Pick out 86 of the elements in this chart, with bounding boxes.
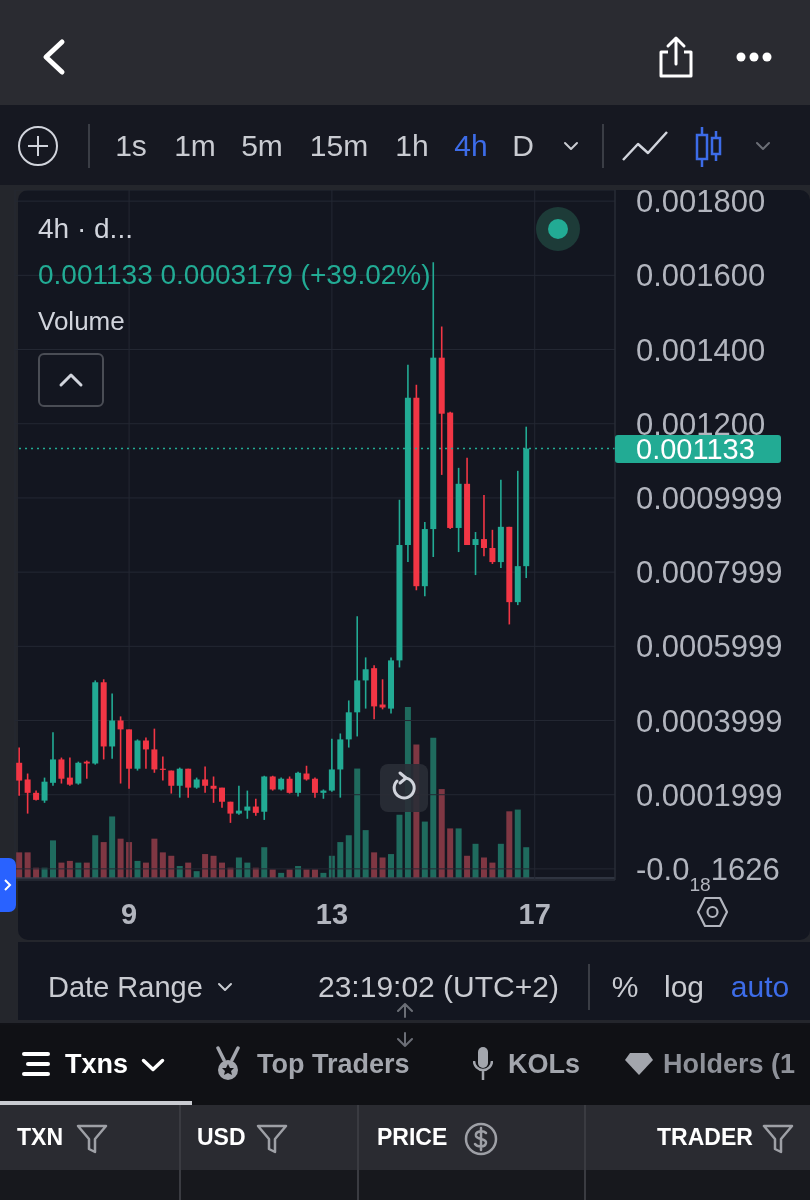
y-tick-label: 0.0007999 (636, 555, 783, 591)
y-tick-label: 0.0003999 (636, 703, 783, 739)
text: KOLs (508, 1048, 581, 1079)
text: 1m (174, 129, 216, 162)
y-tick-label: 0.001800 (636, 184, 766, 220)
text: % (611, 970, 639, 1003)
bar (345, 835, 352, 878)
candlestick (244, 789, 251, 820)
bar (261, 847, 268, 878)
candlestick (328, 737, 335, 793)
bar (396, 814, 403, 878)
candlestick (185, 767, 192, 799)
text: 1s (115, 129, 147, 162)
candlestick (295, 770, 302, 798)
bar (92, 835, 99, 878)
text: 5m (241, 129, 283, 162)
bar (472, 843, 479, 878)
candlestick (210, 775, 217, 804)
chart-title: Volume (38, 306, 125, 337)
bar (523, 847, 530, 878)
y-tick-label: 0.0009999 (636, 481, 783, 517)
x-tick-label: 17 (518, 898, 551, 930)
bar (337, 842, 344, 878)
y-tick-label: -0.0$_{18}$1626 (636, 852, 780, 895)
bar (362, 830, 369, 878)
bar (421, 821, 428, 878)
y-tick-label: 0.0001999 (636, 777, 783, 813)
candlestick (58, 756, 65, 785)
bar (100, 842, 107, 878)
candlestick (66, 756, 73, 787)
bar (430, 737, 437, 878)
text: 4h (454, 129, 488, 162)
text: Top Traders (257, 1048, 410, 1079)
candlestick (176, 766, 183, 799)
x-tick-label: 13 (315, 898, 349, 930)
bar (447, 828, 454, 878)
candlestick (311, 776, 318, 799)
text: auto (730, 970, 790, 1003)
bar (159, 852, 166, 878)
candlestick (379, 678, 386, 711)
bar (24, 852, 31, 878)
candlestick (202, 765, 209, 794)
bar (455, 828, 462, 878)
candlestick (24, 772, 31, 815)
text: 1h (395, 129, 429, 162)
text: USD (197, 1124, 246, 1151)
candlestick (117, 715, 124, 785)
y-tick-label: 0.0005999 (636, 629, 783, 665)
bar (109, 816, 116, 878)
text: log (663, 970, 705, 1003)
bar (371, 852, 378, 878)
candlestick (235, 784, 242, 816)
candlestick (151, 727, 158, 774)
text: PRICE (377, 1124, 448, 1151)
text: 4h · d... (38, 213, 133, 245)
y-tick-label: 0.001600 (636, 258, 766, 294)
text: Txns (65, 1048, 129, 1079)
bar (16, 852, 23, 878)
text: TXN (17, 1124, 63, 1151)
bar (354, 768, 361, 878)
candlestick (142, 736, 149, 770)
candlestick (75, 760, 82, 786)
y-tick-label: 0.001400 (636, 332, 766, 368)
candlestick (480, 494, 487, 557)
candlestick (362, 656, 369, 710)
bar (506, 811, 513, 878)
bar (514, 809, 521, 878)
bar (438, 789, 445, 878)
candlestick (16, 746, 23, 797)
text: Date Range (48, 970, 203, 1003)
candlestick (83, 759, 90, 780)
bar (497, 843, 504, 878)
bar (117, 838, 124, 878)
text: 23:19:02 (UTC+2) (318, 970, 559, 1003)
x-tick-label: 9 (121, 898, 138, 930)
text: 15m (309, 129, 369, 162)
annotation: 0.001133 0.0003179 (+39.02%) (38, 259, 431, 291)
bar (151, 838, 158, 878)
text: Holders (1 (663, 1048, 796, 1079)
bar (49, 840, 56, 878)
candlestick (49, 731, 56, 787)
text: D (512, 129, 534, 162)
candlestick (472, 531, 479, 576)
text: TRADER (657, 1124, 753, 1151)
candlestick (41, 776, 48, 804)
candlestick (489, 529, 496, 565)
